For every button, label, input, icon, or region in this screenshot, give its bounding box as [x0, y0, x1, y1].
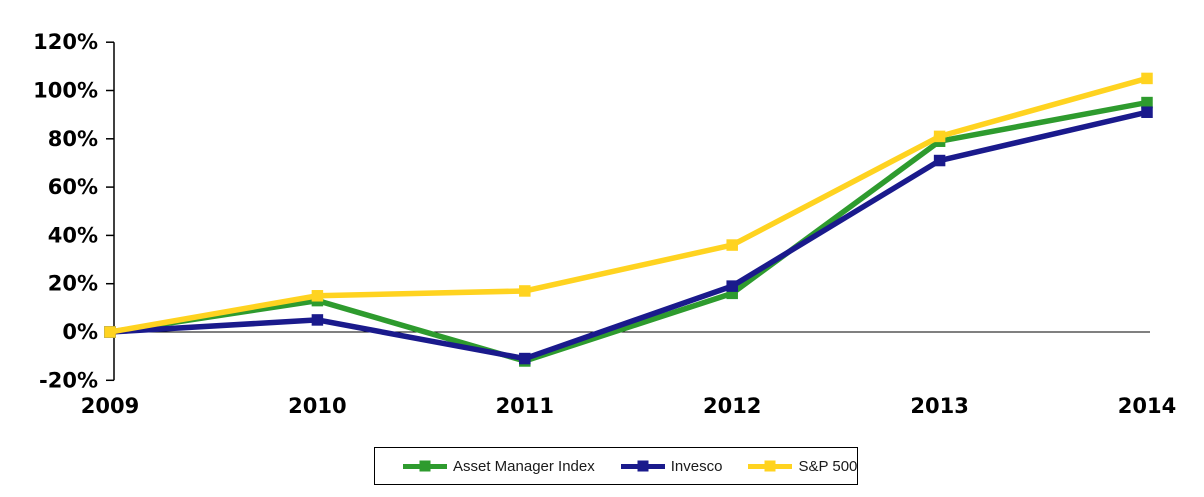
legend-square-marker: [419, 460, 431, 472]
line-chart: 120% 100% 80% 60% 40% 20% 0% -20%2009 2010 2011 20…: [33, 30, 1176, 418]
legend-label: Invesco: [670, 457, 723, 475]
x-axis-label: 2011: [496, 394, 554, 418]
legend-square-marker: [764, 460, 776, 472]
legend-sample-line: [748, 460, 793, 472]
x-axis-label: 2014: [1118, 394, 1176, 418]
data-point-marker: [519, 352, 531, 365]
legend-item-invesco: Invesco: [620, 457, 723, 475]
data-point-marker: [1141, 106, 1153, 118]
data-point-marker: [726, 287, 738, 300]
y-axis-tick-label: 0%: [62, 320, 98, 344]
data-point-marker: [519, 285, 531, 297]
data-point-marker: [1141, 96, 1153, 109]
legend-label: Asset Manager Index: [453, 457, 595, 475]
y-axis-tick-label: 80%: [48, 127, 98, 151]
data-point-marker: [933, 130, 946, 143]
data-point-marker: [726, 239, 738, 251]
legend: Asset Manager Index Invesco S&P 500: [374, 447, 858, 485]
x-axis-label: 2012: [703, 394, 761, 418]
series-line-s-p-500: [109, 75, 1148, 335]
legend-sample-line: [620, 460, 665, 472]
x-axis-label: 2010: [288, 394, 346, 418]
y-axis-tick-label: 40%: [48, 223, 98, 247]
series-line-invesco: [109, 109, 1148, 362]
legend-item-sp-500: S&P 500: [748, 458, 857, 475]
y-axis-tick-label: 60%: [48, 175, 98, 199]
y-axis-tick-label: -20%: [39, 368, 98, 392]
data-point-marker: [311, 314, 324, 326]
y-axis-tick-label: 20%: [48, 272, 98, 296]
data-point-marker: [726, 280, 738, 292]
data-point-marker: [1141, 72, 1153, 85]
legend-sample-line: [403, 460, 447, 472]
y-axis-tick-label: 120%: [33, 30, 98, 54]
x-axis-label: 2009: [81, 394, 139, 418]
legend-square-marker: [637, 460, 649, 472]
series-line-asset-manager-index: [109, 99, 1148, 364]
data-point-marker: [104, 326, 116, 338]
data-point-marker: [933, 154, 946, 167]
y-axis-tick-label: 100%: [33, 79, 98, 103]
data-point-marker: [311, 290, 324, 302]
x-axis-label: 2013: [910, 394, 968, 418]
legend-item-asset-manager-index: Asset Manager Index: [403, 458, 595, 475]
legend-label: S&P 500: [798, 457, 858, 475]
